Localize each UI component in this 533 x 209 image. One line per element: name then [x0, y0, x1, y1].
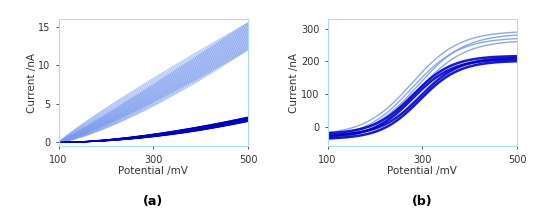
X-axis label: Potential /mV: Potential /mV	[118, 166, 188, 176]
Y-axis label: Current /nA: Current /nA	[289, 52, 300, 113]
X-axis label: Potential /mV: Potential /mV	[387, 166, 457, 176]
Text: (a): (a)	[143, 195, 164, 208]
Y-axis label: Current /nA: Current /nA	[27, 52, 37, 113]
Text: (b): (b)	[412, 195, 433, 208]
